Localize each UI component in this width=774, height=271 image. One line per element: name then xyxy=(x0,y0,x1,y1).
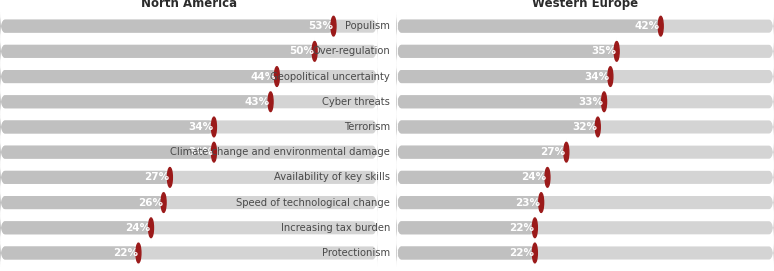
Text: 26%: 26% xyxy=(138,198,163,208)
FancyBboxPatch shape xyxy=(396,189,774,216)
Text: Protectionism: Protectionism xyxy=(322,248,390,258)
Text: Climate change and environmental damage: Climate change and environmental damage xyxy=(170,147,390,157)
FancyBboxPatch shape xyxy=(396,38,617,65)
FancyBboxPatch shape xyxy=(396,113,598,141)
Circle shape xyxy=(211,117,217,137)
Title: North America: North America xyxy=(141,0,237,9)
FancyBboxPatch shape xyxy=(0,12,378,40)
FancyBboxPatch shape xyxy=(396,214,774,241)
FancyBboxPatch shape xyxy=(0,164,170,191)
Text: 22%: 22% xyxy=(113,248,138,258)
Title: Western Europe: Western Europe xyxy=(533,0,639,9)
Circle shape xyxy=(533,218,537,238)
FancyBboxPatch shape xyxy=(396,239,535,267)
Circle shape xyxy=(608,67,613,86)
FancyBboxPatch shape xyxy=(396,88,774,115)
Circle shape xyxy=(149,218,153,238)
FancyBboxPatch shape xyxy=(0,113,214,141)
FancyBboxPatch shape xyxy=(396,113,774,141)
FancyBboxPatch shape xyxy=(0,214,151,241)
Circle shape xyxy=(615,41,619,61)
Text: 50%: 50% xyxy=(289,46,314,56)
FancyBboxPatch shape xyxy=(396,138,774,166)
FancyBboxPatch shape xyxy=(396,189,541,216)
Text: 27%: 27% xyxy=(540,147,566,157)
Text: 34%: 34% xyxy=(188,147,213,157)
FancyBboxPatch shape xyxy=(0,239,139,267)
FancyBboxPatch shape xyxy=(0,113,378,141)
FancyBboxPatch shape xyxy=(396,12,661,40)
FancyBboxPatch shape xyxy=(0,189,163,216)
Text: 24%: 24% xyxy=(125,223,150,233)
Text: 53%: 53% xyxy=(308,21,333,31)
Text: 22%: 22% xyxy=(509,248,534,258)
Circle shape xyxy=(601,92,607,112)
Circle shape xyxy=(136,243,141,263)
FancyBboxPatch shape xyxy=(0,12,334,40)
Circle shape xyxy=(564,142,569,162)
FancyBboxPatch shape xyxy=(396,239,774,267)
Text: 34%: 34% xyxy=(188,122,213,132)
FancyBboxPatch shape xyxy=(396,88,604,115)
Text: 44%: 44% xyxy=(251,72,276,82)
Text: 33%: 33% xyxy=(578,97,604,107)
Circle shape xyxy=(268,92,273,112)
Circle shape xyxy=(167,167,173,187)
Circle shape xyxy=(595,117,601,137)
FancyBboxPatch shape xyxy=(0,164,378,191)
FancyBboxPatch shape xyxy=(0,63,277,90)
Text: 32%: 32% xyxy=(572,122,597,132)
FancyBboxPatch shape xyxy=(396,12,774,40)
Text: 24%: 24% xyxy=(522,172,546,182)
FancyBboxPatch shape xyxy=(396,38,774,65)
FancyBboxPatch shape xyxy=(0,38,315,65)
FancyBboxPatch shape xyxy=(396,164,547,191)
FancyBboxPatch shape xyxy=(396,138,567,166)
Text: 35%: 35% xyxy=(591,46,616,56)
Text: 34%: 34% xyxy=(584,72,610,82)
Circle shape xyxy=(275,67,279,86)
Circle shape xyxy=(312,41,317,61)
FancyBboxPatch shape xyxy=(0,214,378,241)
FancyBboxPatch shape xyxy=(0,239,378,267)
FancyBboxPatch shape xyxy=(396,214,535,241)
FancyBboxPatch shape xyxy=(0,88,378,115)
Text: 42%: 42% xyxy=(635,21,660,31)
Circle shape xyxy=(658,16,663,36)
Text: Terrorism: Terrorism xyxy=(344,122,390,132)
Text: 27%: 27% xyxy=(144,172,170,182)
FancyBboxPatch shape xyxy=(396,164,774,191)
FancyBboxPatch shape xyxy=(396,63,611,90)
Circle shape xyxy=(331,16,336,36)
FancyBboxPatch shape xyxy=(396,63,774,90)
Text: Availability of key skills: Availability of key skills xyxy=(274,172,390,182)
Text: Cyber threats: Cyber threats xyxy=(322,97,390,107)
Text: 23%: 23% xyxy=(515,198,540,208)
Circle shape xyxy=(161,193,166,212)
Circle shape xyxy=(211,142,217,162)
FancyBboxPatch shape xyxy=(0,88,271,115)
FancyBboxPatch shape xyxy=(0,189,378,216)
Text: Populism: Populism xyxy=(345,21,390,31)
Text: Geopolitical uncertainty: Geopolitical uncertainty xyxy=(270,72,390,82)
FancyBboxPatch shape xyxy=(0,38,378,65)
Text: Over-regulation: Over-regulation xyxy=(313,46,390,56)
Circle shape xyxy=(533,243,537,263)
Circle shape xyxy=(539,193,543,212)
Circle shape xyxy=(545,167,550,187)
Text: Speed of technological change: Speed of technological change xyxy=(236,198,390,208)
Text: 43%: 43% xyxy=(245,97,270,107)
FancyBboxPatch shape xyxy=(0,63,378,90)
Text: 22%: 22% xyxy=(509,223,534,233)
FancyBboxPatch shape xyxy=(0,138,214,166)
FancyBboxPatch shape xyxy=(0,138,378,166)
Text: Increasing tax burden: Increasing tax burden xyxy=(281,223,390,233)
